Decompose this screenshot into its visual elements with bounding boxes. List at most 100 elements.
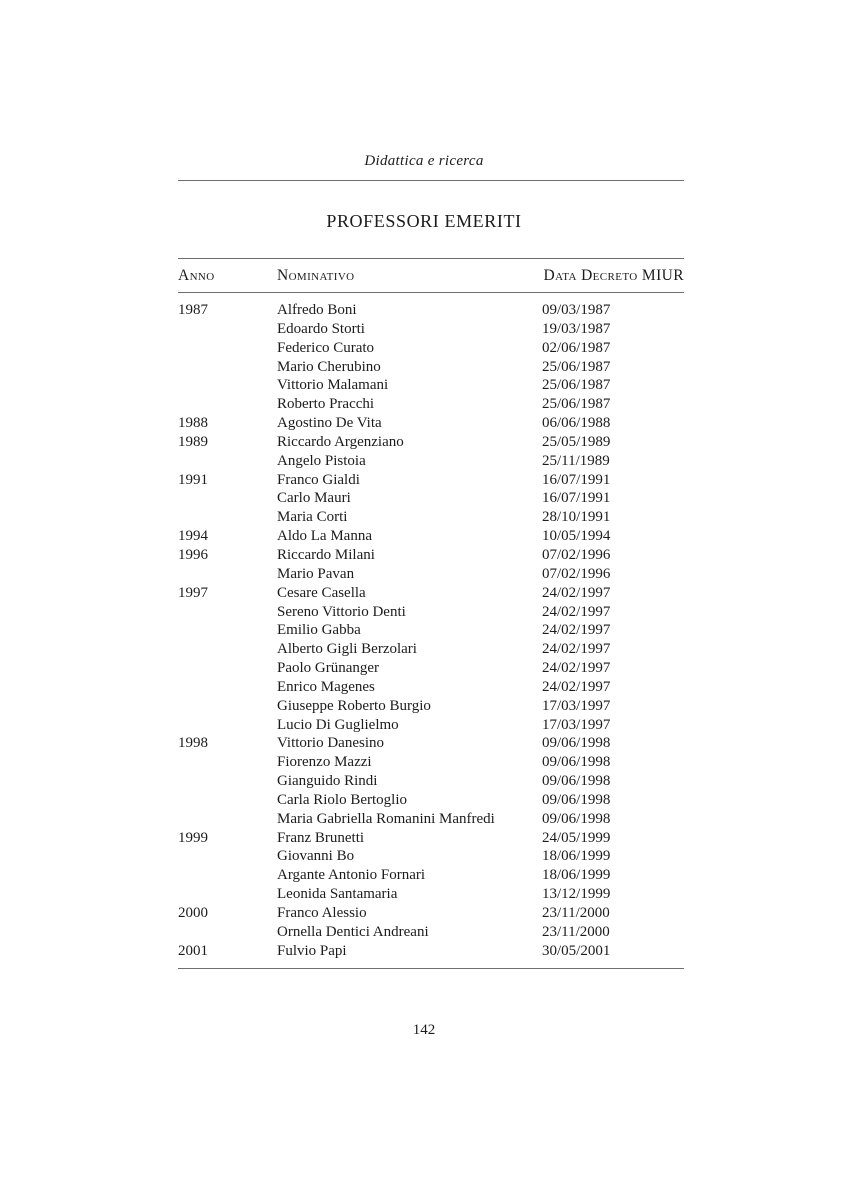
cell-date: 25/06/1987 bbox=[542, 377, 611, 394]
table-row: 1987 Alfredo Boni 09/03/1987 bbox=[178, 301, 684, 320]
cell-year bbox=[178, 508, 277, 527]
cell-name: Maria Corti bbox=[277, 509, 348, 526]
cell-name: Alberto Gigli Berzolari bbox=[277, 641, 417, 658]
cell-name: Cesare Casella bbox=[277, 584, 366, 601]
cell-year bbox=[178, 640, 277, 659]
cell-name: Ornella Dentici Andreani bbox=[277, 923, 429, 940]
cell-name: Sereno Vittorio Denti bbox=[277, 603, 406, 620]
cell-name: Franz Brunetti bbox=[277, 829, 365, 846]
cell-name: Angelo Pistoia bbox=[277, 452, 366, 469]
cell-date: 02/06/1987 bbox=[542, 339, 611, 356]
cell-year bbox=[178, 339, 277, 358]
cell-date: 06/06/1988 bbox=[542, 415, 611, 432]
table-row: 1994 Aldo La Manna 10/05/1994 bbox=[178, 527, 684, 546]
cell-year bbox=[178, 678, 277, 697]
cell-name: Roberto Pracchi bbox=[277, 396, 375, 413]
cell-name: Federico Curato bbox=[277, 339, 375, 356]
table-row: Emilio Gabba 24/02/1997 bbox=[178, 621, 684, 640]
cell-name: Mario Cherubino bbox=[277, 358, 381, 375]
cell-date: 24/02/1997 bbox=[542, 603, 611, 620]
cell-name: Carlo Mauri bbox=[277, 490, 351, 507]
table-row: 1997 Cesare Casella 24/02/1997 bbox=[178, 584, 684, 603]
cell-name: Fulvio Papi bbox=[277, 942, 347, 959]
cell-date: 24/02/1997 bbox=[542, 584, 611, 601]
cell-year bbox=[178, 452, 277, 471]
cell-name: Lucio Di Guglielmo bbox=[277, 716, 399, 733]
table-row: 1991 Franco Gialdi 16/07/1991 bbox=[178, 471, 684, 490]
cell-date: 07/02/1996 bbox=[542, 565, 611, 582]
table-row: Gianguido Rindi 09/06/1998 bbox=[178, 772, 684, 791]
table-row: Ornella Dentici Andreani 23/11/2000 bbox=[178, 923, 684, 942]
cell-date: 17/03/1997 bbox=[542, 716, 611, 733]
cell-name: Enrico Magenes bbox=[277, 678, 375, 695]
table-body: 1987 Alfredo Boni 09/03/1987 Edoardo Storti… bbox=[178, 301, 684, 961]
table-row: 2000 Franco Alessio 23/11/2000 bbox=[178, 904, 684, 923]
cell-year: 1994 bbox=[178, 528, 208, 545]
cell-name: Alfredo Boni bbox=[277, 302, 357, 318]
table-row: Vittorio Malamani 25/06/1987 bbox=[178, 376, 684, 395]
table-row: Fiorenzo Mazzi 09/06/1998 bbox=[178, 753, 684, 772]
cell-year bbox=[178, 847, 277, 866]
table-row: Mario Cherubino 25/06/1987 bbox=[178, 358, 684, 377]
cell-year bbox=[178, 603, 277, 622]
cell-date: 18/06/1999 bbox=[542, 848, 611, 865]
cell-date: 23/11/2000 bbox=[542, 905, 610, 921]
cell-name: Riccardo Argenziano bbox=[277, 433, 404, 450]
cell-name: Leonida Santamaria bbox=[277, 886, 398, 903]
cell-date: 24/02/1997 bbox=[542, 622, 611, 639]
cell-name: Vittorio Malamani bbox=[277, 377, 389, 394]
cell-year bbox=[178, 716, 277, 735]
table-header-rule bbox=[178, 292, 684, 293]
cell-year bbox=[178, 489, 277, 508]
cell-year bbox=[178, 866, 277, 885]
cell-date: 19/03/1987 bbox=[542, 320, 611, 337]
cell-name: Fiorenzo Mazzi bbox=[277, 754, 372, 771]
table-row: 1989 Riccardo Argenziano 25/05/1989 bbox=[178, 433, 684, 452]
table-row: Argante Antonio Fornari 18/06/1999 bbox=[178, 866, 684, 885]
cell-date: 09/06/1998 bbox=[542, 791, 611, 808]
cell-name: Agostino De Vita bbox=[277, 415, 382, 432]
cell-name: Paolo Grünanger bbox=[277, 660, 380, 677]
cell-year: 1988 bbox=[178, 415, 208, 432]
table-row: Edoardo Storti 19/03/1987 bbox=[178, 320, 684, 339]
cell-year bbox=[178, 376, 277, 395]
column-header-nominativo: Nominativo bbox=[277, 267, 355, 284]
table-row: Maria Corti 28/10/1991 bbox=[178, 508, 684, 527]
cell-date: 09/03/1987 bbox=[542, 302, 611, 318]
table-row: Paolo Grünanger 24/02/1997 bbox=[178, 659, 684, 678]
table-row: 1988 Agostino De Vita 06/06/1988 bbox=[178, 414, 684, 433]
table-row: Roberto Pracchi 25/06/1987 bbox=[178, 395, 684, 414]
cell-date: 25/06/1987 bbox=[542, 396, 611, 413]
cell-name: Carla Riolo Bertoglio bbox=[277, 791, 407, 808]
table-row: Leonida Santamaria 13/12/1999 bbox=[178, 885, 684, 904]
table-row: Giuseppe Roberto Burgio 17/03/1997 bbox=[178, 697, 684, 716]
cell-date: 18/06/1999 bbox=[542, 867, 611, 884]
cell-name: Argante Antonio Fornari bbox=[277, 867, 426, 884]
table-row: Federico Curato 02/06/1987 bbox=[178, 339, 684, 358]
column-header-anno: Anno bbox=[178, 267, 215, 284]
cell-date: 17/03/1997 bbox=[542, 697, 611, 714]
cell-date: 09/06/1998 bbox=[542, 810, 611, 827]
cell-date: 28/10/1991 bbox=[542, 509, 611, 526]
cell-date: 25/11/1989 bbox=[542, 452, 610, 469]
cell-year: 1998 bbox=[178, 735, 208, 752]
table-row: Giovanni Bo 18/06/1999 bbox=[178, 847, 684, 866]
table-row: Alberto Gigli Berzolari 24/02/1997 bbox=[178, 640, 684, 659]
table-row: Carla Riolo Bertoglio 09/06/1998 bbox=[178, 791, 684, 810]
table-row: Mario Pavan 07/02/1996 bbox=[178, 565, 684, 584]
cell-name: Edoardo Storti bbox=[277, 320, 365, 337]
cell-year: 1989 bbox=[178, 433, 208, 450]
cell-name: Maria Gabriella Romanini Manfredi bbox=[277, 810, 495, 827]
table-top-rule bbox=[178, 258, 684, 259]
cell-name: Emilio Gabba bbox=[277, 622, 361, 639]
cell-year bbox=[178, 810, 277, 829]
cell-name: Franco Alessio bbox=[277, 905, 367, 921]
table-row: 1998 Vittorio Danesino 09/06/1998 bbox=[178, 734, 684, 753]
cell-date: 09/06/1998 bbox=[542, 754, 611, 771]
column-header-data-decreto-miur: Data Decreto MIUR bbox=[543, 267, 684, 284]
table-row: Enrico Magenes 24/02/1997 bbox=[178, 678, 684, 697]
cell-date: 25/05/1989 bbox=[542, 433, 611, 450]
table-row: Lucio Di Guglielmo 17/03/1997 bbox=[178, 716, 684, 735]
running-head-rule bbox=[178, 180, 684, 181]
table-row: Maria Gabriella Romanini Manfredi 09/06/1… bbox=[178, 810, 684, 829]
